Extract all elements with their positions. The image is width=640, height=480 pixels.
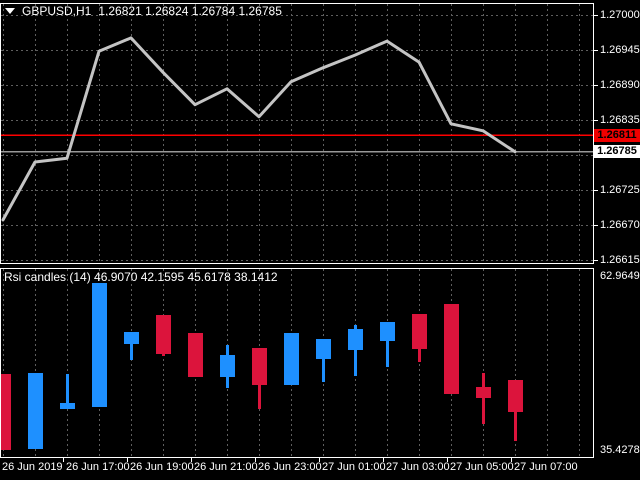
price-axis-label: 1.26615: [600, 254, 640, 266]
candle-body: [476, 387, 491, 398]
candle-body: [316, 339, 331, 359]
time-axis-label: 26 Jun 2019: [2, 461, 63, 473]
rsi-candles-series: [0, 283, 523, 451]
time-axis-label: 26 Jun 21:00: [194, 461, 258, 473]
candle-body: [444, 304, 459, 394]
candle-body: [0, 374, 11, 451]
price-axis-label: 1.27000: [600, 9, 640, 21]
price-axis-label: 1.26890: [600, 79, 640, 91]
main-panel-border: [0, 3, 594, 264]
grid-lines: [1, 4, 593, 457]
time-axis-label: 27 Jun 01:00: [322, 461, 386, 473]
indicator-min-label: 35.4278: [600, 444, 640, 456]
candle-body: [188, 333, 203, 377]
candle-body: [284, 332, 299, 385]
price-axis-label: 1.26945: [600, 44, 640, 56]
candle-body: [380, 322, 395, 341]
time-axis-label: 26 Jun 17:00: [66, 461, 130, 473]
panel-borders: [0, 3, 598, 462]
candle-body: [220, 355, 235, 377]
time-axis-label: 27 Jun 07:00: [514, 461, 578, 473]
candle-body: [156, 315, 171, 354]
symbol-label: GBPUSD,H1: [22, 4, 92, 18]
price-line-series: [1, 36, 517, 222]
price-axis-label: 1.26725: [600, 184, 640, 196]
price-axis[interactable]: 62.9649 35.4278 1.27000 1.26945 1.26890 1.2…: [594, 0, 640, 458]
candle-body: [60, 403, 75, 409]
candle-body: [252, 348, 267, 385]
chart-title: GBPUSD,H1 1.26821 1.26824 1.26784 1.2678…: [5, 4, 282, 18]
quote-lines: [1, 134, 593, 153]
ask-price-badge: 1.26811: [594, 129, 640, 142]
candle-body: [124, 332, 139, 344]
candle-body: [348, 329, 363, 350]
indicator-max-label: 62.9649: [600, 270, 640, 282]
time-axis[interactable]: 26 Jun 2019 26 Jun 17:00 26 Jun 19:00 26 Ju…: [0, 458, 640, 480]
candle-body: [412, 314, 427, 349]
symbol-dropdown-icon[interactable]: [5, 8, 15, 14]
indicator-panel-border: [0, 268, 594, 458]
indicator-label: Rsi candles (14) 46.9070 42.1595 45.6178…: [4, 270, 278, 284]
candle-body: [508, 380, 523, 412]
candle-body: [28, 373, 43, 449]
time-axis-label: 27 Jun 03:00: [386, 461, 450, 473]
time-axis-label: 26 Jun 23:00: [258, 461, 322, 473]
price-axis-label: 1.26670: [600, 219, 640, 231]
price-axis-label: 1.26835: [600, 114, 640, 126]
time-axis-label: 27 Jun 05:00: [450, 461, 514, 473]
time-axis-label: 26 Jun 19:00: [130, 461, 194, 473]
candle-body: [92, 283, 107, 407]
panel-separator[interactable]: [0, 263, 640, 269]
bid-price-badge: 1.26785: [594, 145, 640, 158]
quote-ohlc-values: 1.26821 1.26824 1.26784 1.26785: [98, 4, 282, 18]
